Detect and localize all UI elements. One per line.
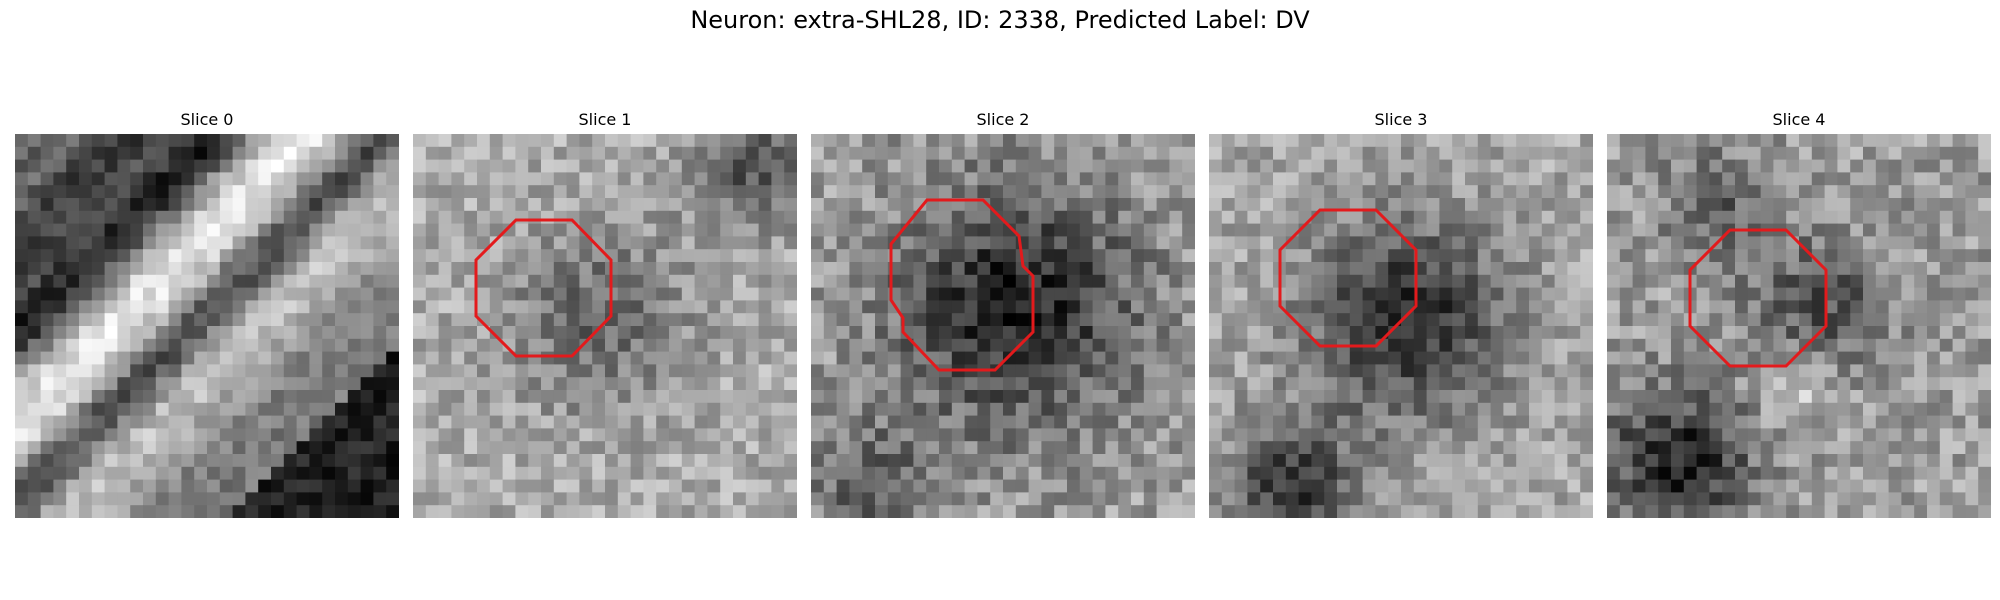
slice-title: Slice 4 [1772,110,1826,129]
roi-outline [889,198,1035,372]
slice-panel-0: Slice 0 [15,108,399,518]
slice-title: Slice 1 [578,110,632,129]
slice-title: Slice 0 [180,110,234,129]
slice-image [1607,134,1991,518]
roi-outline [1688,228,1828,368]
slice-image [413,134,797,518]
slice-image [1209,134,1593,518]
roi-outline [1278,208,1418,348]
slice-image [15,134,399,518]
slice-panel-4: Slice 4 [1607,108,1991,518]
slice-panel-3: Slice 3 [1209,108,1593,518]
slice-title: Slice 2 [976,110,1030,129]
slice-title: Slice 3 [1374,110,1428,129]
slice-panel-2: Slice 2 [811,108,1195,518]
slice-panel-1: Slice 1 [413,108,797,518]
roi-outline [474,218,613,358]
figure-title: Neuron: extra-SHL28, ID: 2338, Predicted… [690,6,1310,34]
slice-image [811,134,1195,518]
